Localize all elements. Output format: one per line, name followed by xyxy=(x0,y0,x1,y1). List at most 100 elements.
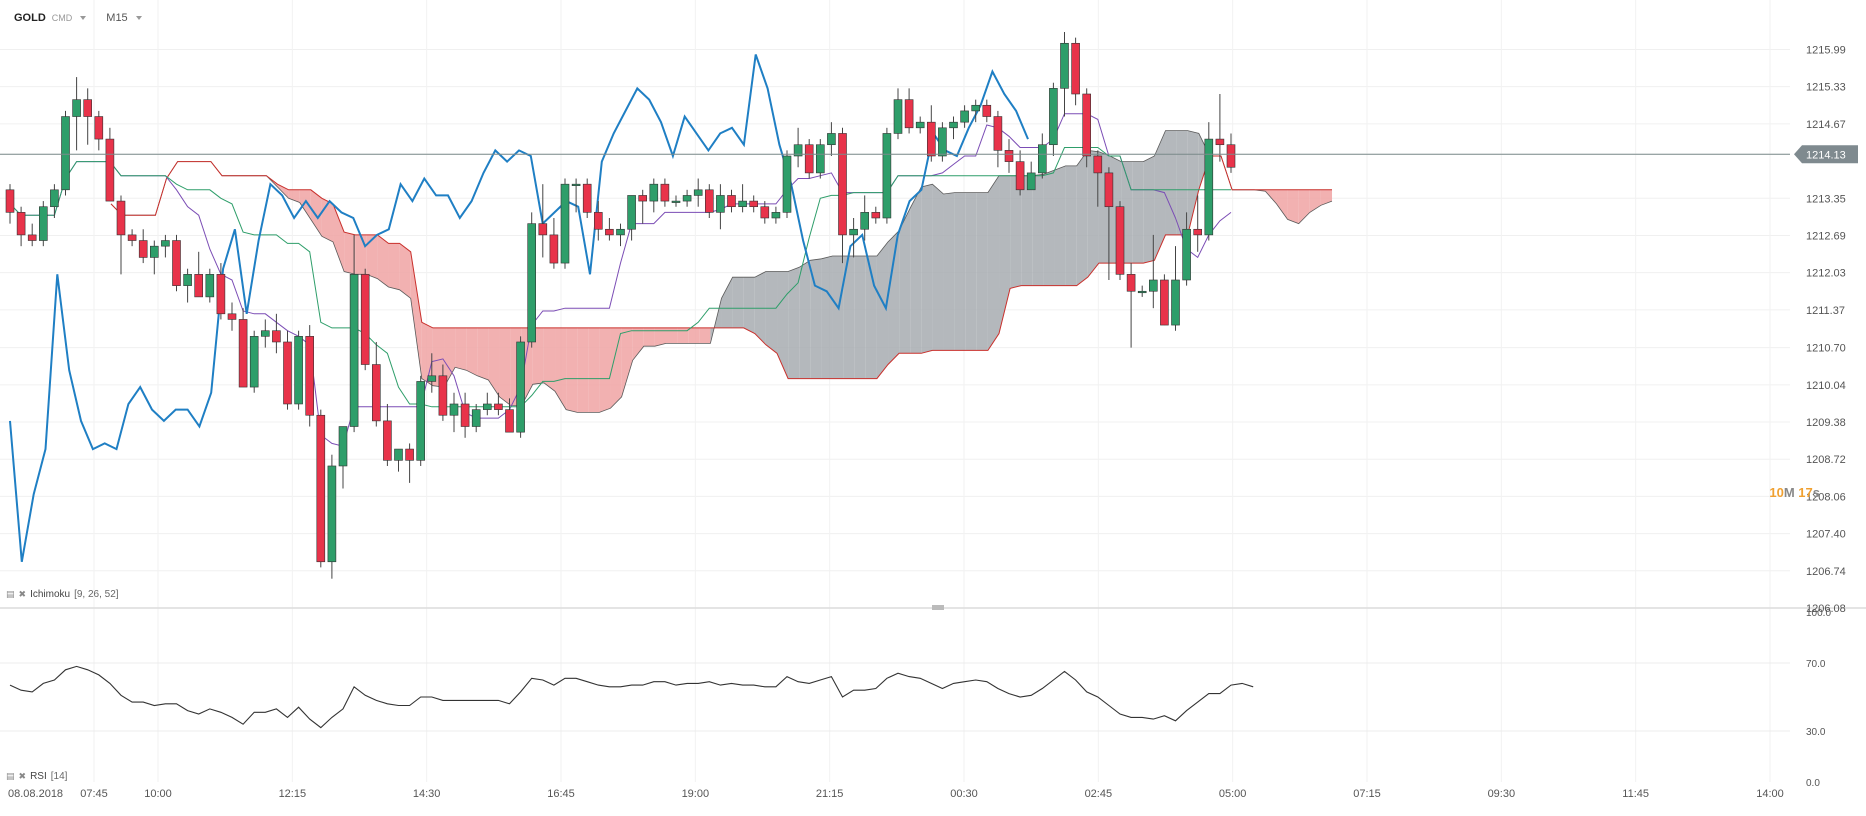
candle[interactable] xyxy=(471,403,481,433)
candle[interactable] xyxy=(671,195,681,207)
ichimoku-legend[interactable]: ▤ ✖ Ichimoku [9, 26, 52] xyxy=(6,589,119,600)
candle[interactable] xyxy=(505,398,514,433)
candle[interactable] xyxy=(993,110,1003,168)
candle[interactable] xyxy=(482,392,492,416)
candle[interactable] xyxy=(227,302,237,331)
candle[interactable] xyxy=(516,336,525,438)
candle[interactable] xyxy=(1193,195,1202,252)
candle[interactable] xyxy=(1226,133,1236,173)
candle[interactable] xyxy=(494,392,503,416)
candle[interactable] xyxy=(1026,161,1036,191)
candle[interactable] xyxy=(83,88,92,145)
candle[interactable] xyxy=(616,223,625,247)
candle[interactable] xyxy=(704,184,714,218)
candle[interactable] xyxy=(560,178,570,269)
candle[interactable] xyxy=(960,105,969,128)
candle[interactable] xyxy=(449,392,459,433)
candle[interactable] xyxy=(127,229,137,247)
panel-resize-handle[interactable] xyxy=(932,605,944,610)
candle[interactable] xyxy=(427,353,437,393)
candle[interactable] xyxy=(50,184,59,218)
candle[interactable] xyxy=(38,201,48,247)
candle[interactable] xyxy=(16,206,26,247)
candle[interactable] xyxy=(605,217,614,241)
candle[interactable] xyxy=(150,240,159,275)
candle[interactable] xyxy=(316,409,326,568)
candle[interactable] xyxy=(138,229,148,264)
candle[interactable] xyxy=(738,184,747,213)
candle[interactable] xyxy=(238,308,248,388)
candle[interactable] xyxy=(172,234,181,292)
candle[interactable] xyxy=(593,201,603,241)
candle[interactable] xyxy=(926,105,936,162)
candle[interactable] xyxy=(782,150,792,218)
timeframe-select[interactable]: M15 xyxy=(106,12,128,24)
candle[interactable] xyxy=(849,217,858,258)
candle[interactable] xyxy=(27,223,37,247)
candle[interactable] xyxy=(5,184,15,224)
candle[interactable] xyxy=(660,178,670,207)
candle[interactable] xyxy=(838,127,847,264)
candle[interactable] xyxy=(571,178,581,213)
candle[interactable] xyxy=(460,392,470,438)
candle[interactable] xyxy=(682,189,692,207)
candle[interactable] xyxy=(727,189,736,213)
candle[interactable] xyxy=(205,268,215,303)
candle[interactable] xyxy=(1015,150,1025,196)
candle[interactable] xyxy=(915,116,925,134)
symbol-label[interactable]: GOLD xyxy=(14,12,46,24)
candle[interactable] xyxy=(860,195,870,241)
candle[interactable] xyxy=(105,127,115,202)
candle[interactable] xyxy=(1049,82,1058,156)
candle[interactable] xyxy=(1038,133,1047,179)
candle[interactable] xyxy=(216,263,226,320)
candle[interactable] xyxy=(249,330,259,393)
candle[interactable] xyxy=(416,375,426,466)
candle[interactable] xyxy=(1004,139,1014,173)
candle[interactable] xyxy=(1171,246,1180,331)
candle[interactable] xyxy=(338,426,348,489)
candle[interactable] xyxy=(749,195,759,213)
candle[interactable] xyxy=(827,122,836,156)
candle[interactable] xyxy=(1215,93,1225,162)
candle[interactable] xyxy=(305,325,315,427)
candle[interactable] xyxy=(815,139,825,179)
candle[interactable] xyxy=(882,127,892,224)
candle[interactable] xyxy=(582,178,592,218)
candle[interactable] xyxy=(649,178,659,213)
candle[interactable] xyxy=(949,116,958,140)
candle[interactable] xyxy=(638,189,648,224)
candle[interactable] xyxy=(194,251,203,298)
candle[interactable] xyxy=(1137,285,1147,297)
candle[interactable] xyxy=(383,403,392,466)
rsi-legend[interactable]: ▤ ✖ RSI [14] xyxy=(6,771,67,782)
candle[interactable] xyxy=(627,195,636,241)
candle[interactable] xyxy=(394,448,403,472)
candle[interactable] xyxy=(1204,122,1214,241)
settings-icon[interactable]: ▤ xyxy=(6,589,15,599)
candle[interactable] xyxy=(904,88,914,134)
candle[interactable] xyxy=(371,341,381,427)
chevron-down-icon[interactable] xyxy=(135,16,142,20)
candle[interactable] xyxy=(1082,88,1091,168)
candle[interactable] xyxy=(161,234,170,258)
candle[interactable] xyxy=(1182,212,1191,286)
candle[interactable] xyxy=(871,206,881,224)
candle[interactable] xyxy=(438,364,448,421)
candle[interactable] xyxy=(1071,37,1080,106)
candle[interactable] xyxy=(1126,263,1136,348)
settings-icon[interactable]: ▤ xyxy=(6,771,15,781)
candle[interactable] xyxy=(1149,234,1158,309)
candle[interactable] xyxy=(283,330,292,410)
candle[interactable] xyxy=(971,99,981,123)
candle[interactable] xyxy=(360,268,370,371)
close-icon[interactable]: ✖ xyxy=(18,589,27,599)
candle[interactable] xyxy=(327,454,337,579)
candle[interactable] xyxy=(716,184,725,230)
chevron-down-icon[interactable] xyxy=(80,16,87,20)
candle[interactable] xyxy=(982,99,992,123)
candle[interactable] xyxy=(793,127,803,168)
candle[interactable] xyxy=(549,217,559,269)
